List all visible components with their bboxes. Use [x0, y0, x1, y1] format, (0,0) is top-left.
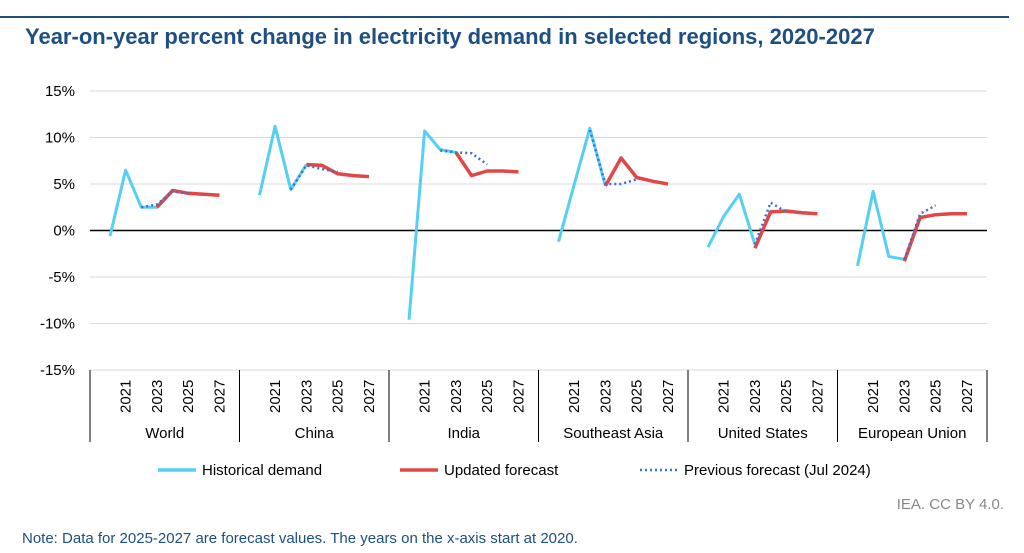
x-tick-label: 2021: [267, 380, 284, 413]
source-credit: IEA. CC BY 4.0.: [896, 496, 1004, 513]
x-tick-label: 2027: [660, 380, 677, 413]
group-label: United States: [718, 425, 808, 442]
y-tick-label: -5%: [48, 269, 75, 286]
x-tick-label: 2025: [778, 380, 795, 413]
updated-series-line: [454, 151, 519, 178]
x-tick-label: 2027: [959, 380, 976, 413]
historical-series-line: [258, 124, 308, 196]
legend-historical-label: Historical demand: [202, 462, 322, 479]
x-tick-label: 2023: [747, 380, 764, 413]
x-tick-label: 2025: [629, 380, 646, 413]
previous-series-line: [903, 204, 937, 260]
x-tick-label: 2025: [928, 380, 945, 413]
previous-series-line: [440, 149, 488, 166]
y-tick-label: -15%: [40, 362, 75, 379]
y-tick-label: 0%: [53, 223, 75, 240]
x-tick-label: 2023: [597, 380, 614, 413]
updated-series-line: [753, 209, 818, 249]
x-tick-label: 2021: [118, 380, 135, 413]
updated-series-line: [306, 162, 370, 179]
updated-series-line: [155, 188, 220, 209]
historical-series-line: [856, 189, 905, 267]
group-label: China: [295, 425, 335, 442]
chart-title: Year-on-year percent change in electrici…: [25, 24, 875, 49]
previous-series-line: [141, 190, 189, 209]
footnote: Note: Data for 2025-2027 are forecast va…: [22, 530, 578, 547]
historical-series-line: [557, 126, 607, 243]
y-tick-label: 10%: [45, 130, 75, 147]
y-tick-label: 5%: [53, 176, 75, 193]
group-label: World: [145, 425, 184, 442]
historical-series-line: [407, 129, 457, 320]
x-tick-label: 2021: [865, 380, 882, 413]
historical-series-line: [706, 192, 757, 248]
y-tick-label: -10%: [40, 316, 75, 333]
x-tick-label: 2021: [566, 380, 583, 413]
updated-series-line: [902, 212, 967, 262]
x-tick-label: 2027: [361, 380, 378, 413]
group-label: India: [447, 425, 480, 442]
x-tick-label: 2023: [149, 380, 166, 413]
x-tick-label: 2027: [810, 380, 827, 413]
x-tick-label: 2021: [716, 380, 733, 413]
x-tick-label: 2025: [180, 380, 197, 413]
legend-previous-label: Previous forecast (Jul 2024): [684, 462, 871, 479]
previous-series-line: [289, 164, 338, 191]
group-label: European Union: [858, 425, 966, 442]
updated-series-line: [603, 156, 669, 187]
previous-series-line: [753, 201, 787, 245]
x-tick-label: 2023: [298, 380, 315, 413]
top-rule: [0, 16, 1009, 18]
y-tick-label: 15%: [45, 83, 75, 100]
x-tick-label: 2025: [479, 380, 496, 413]
x-tick-label: 2021: [417, 380, 434, 413]
x-tick-label: 2025: [330, 380, 347, 413]
x-tick-label: 2027: [212, 380, 229, 413]
x-tick-label: 2027: [511, 380, 528, 413]
x-tick-label: 2023: [448, 380, 465, 413]
group-label: Southeast Asia: [563, 425, 664, 442]
legend-updated-label: Updated forecast: [444, 462, 559, 479]
x-tick-label: 2023: [896, 380, 913, 413]
